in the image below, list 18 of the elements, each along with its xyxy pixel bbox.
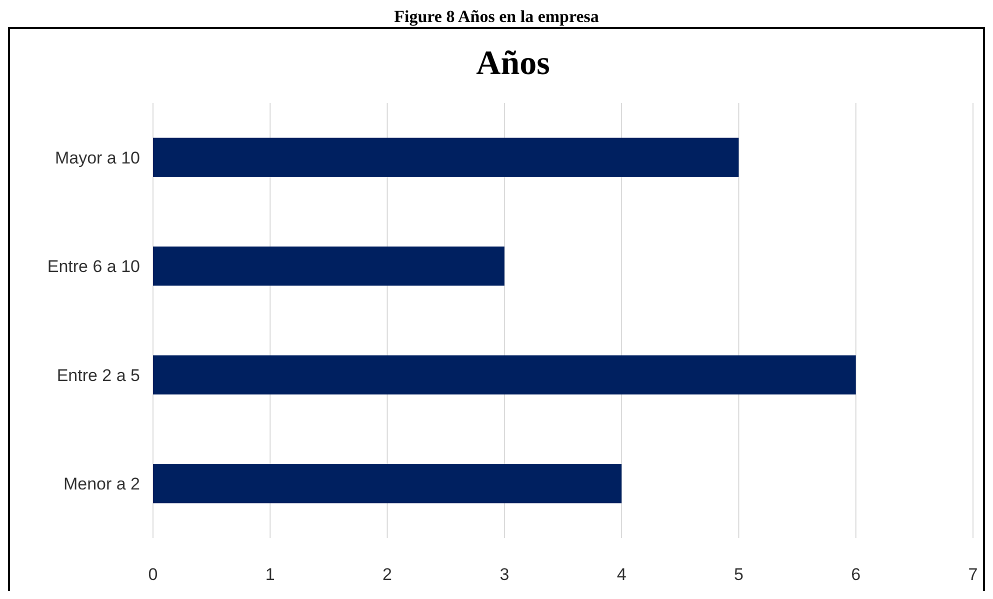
bar xyxy=(153,138,739,177)
x-tick-label: 3 xyxy=(500,565,510,584)
x-tick-label: 4 xyxy=(616,565,626,584)
x-tick-label: 1 xyxy=(265,565,275,584)
chart-title: Años xyxy=(476,45,550,82)
x-tick-label: 6 xyxy=(851,565,861,584)
caption: Figure 8 Años en la empresa xyxy=(394,7,600,26)
x-tick-label: 5 xyxy=(734,565,744,584)
x-tick-label: 0 xyxy=(148,565,158,584)
bar xyxy=(153,246,504,286)
bar xyxy=(153,464,622,504)
bar xyxy=(153,355,856,394)
y-tick-label: Mayor a 10 xyxy=(54,148,140,168)
y-tick-label: Entre 2 a 5 xyxy=(56,366,140,385)
y-tick-label: Entre 6 a 10 xyxy=(47,257,140,276)
x-tick-label: 2 xyxy=(382,565,392,584)
y-tick-label: Menor a 2 xyxy=(63,474,140,494)
x-tick-label: 7 xyxy=(968,565,978,584)
